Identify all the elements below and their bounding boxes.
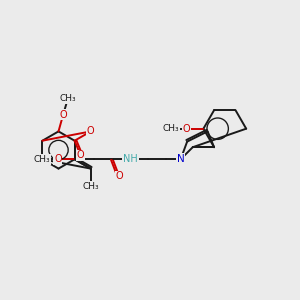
Text: NH: NH	[123, 154, 138, 164]
Text: CH₃: CH₃	[59, 94, 76, 103]
Text: O: O	[116, 171, 123, 182]
Text: CH₃: CH₃	[163, 124, 179, 133]
Text: O: O	[59, 110, 67, 120]
Text: O: O	[87, 126, 94, 136]
Text: N: N	[177, 154, 184, 164]
Text: CH₃: CH₃	[34, 155, 50, 164]
Text: O: O	[183, 124, 190, 134]
Text: CH₃: CH₃	[82, 182, 99, 191]
Text: O: O	[77, 150, 84, 160]
Text: O: O	[54, 154, 62, 164]
